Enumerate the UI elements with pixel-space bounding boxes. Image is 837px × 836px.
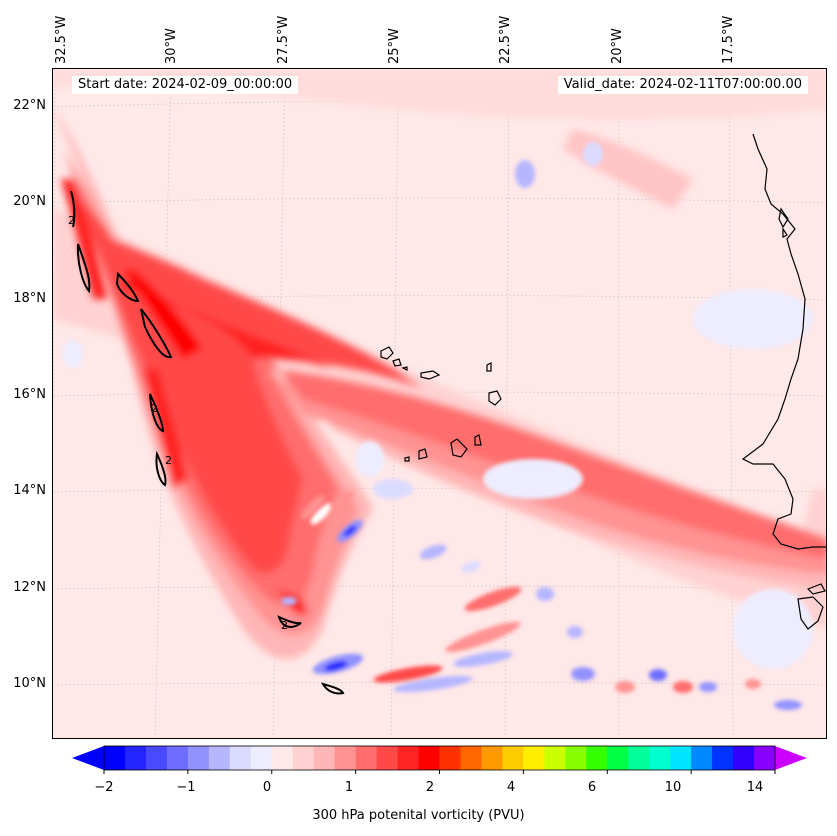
colorbar-segment — [250, 746, 273, 770]
colorbar-segment — [649, 746, 671, 770]
colorbar-segment — [355, 746, 378, 770]
lat-label-16n: 16°N — [13, 387, 46, 402]
colorbar-segment — [586, 746, 608, 770]
colorbar-tick-label: 0 — [262, 780, 272, 795]
lat-label-18n: 18°N — [13, 291, 46, 306]
colorbar-segment — [733, 746, 755, 770]
colorbar-tick-label: 2 — [425, 780, 435, 795]
colorbar-segment — [208, 746, 231, 770]
colorbar-segment — [607, 746, 629, 770]
contour-label: 2 — [165, 454, 172, 467]
contour-label: 2 — [151, 402, 158, 415]
colorbar-tick-label: 6 — [587, 780, 597, 795]
colorbar-segment — [187, 746, 210, 770]
colorbar-title: 300 hPa potenital vorticity (PVU) — [312, 808, 525, 823]
colorbar-outline — [103, 745, 776, 771]
colorbar-tick-label: 14 — [746, 780, 764, 795]
african-coastline — [741, 133, 826, 630]
colorbar-tick-label: 10 — [664, 780, 682, 795]
colorbar-segment — [376, 746, 399, 770]
cape-verde-islands — [380, 346, 502, 462]
colorbar-segment — [712, 746, 734, 770]
colorbar-segment — [166, 746, 189, 770]
contour-label: 2 — [68, 214, 75, 227]
lon-label-30w: 30°W — [164, 28, 179, 64]
pv-field: 2 2 2 2 — [53, 69, 826, 738]
lon-label-22-5w: 22.5°W — [498, 15, 513, 64]
colorbar-tick-label: 1 — [344, 780, 354, 795]
colorbar-segment — [334, 746, 357, 770]
colorbar-segment — [104, 746, 126, 770]
pv-southern-streaks — [301, 491, 761, 693]
lat-label-12n: 12°N — [13, 580, 46, 595]
colorbar-segment — [544, 746, 566, 770]
colorbar-segment — [397, 746, 420, 770]
pv-2-contours — [70, 190, 345, 695]
colorbar-segment — [418, 746, 440, 770]
colorbar-segment — [565, 746, 587, 770]
colorbar-segments — [104, 746, 776, 770]
colorbar-segment — [313, 746, 336, 770]
contour-label: 2 — [281, 619, 288, 632]
lon-label-32-5w: 32.5°W — [54, 15, 69, 64]
colorbar-segment — [229, 746, 252, 770]
colorbar-extend-high — [775, 746, 807, 770]
colorbar-ticks — [103, 770, 776, 774]
colorbar-segment — [628, 746, 650, 770]
lat-label-22n: 22°N — [13, 98, 46, 113]
lat-label-14n: 14°N — [13, 483, 46, 498]
colorbar-segment — [523, 746, 545, 770]
colorbar-extend-low — [72, 746, 104, 770]
colorbar-tick-label: 4 — [506, 780, 516, 795]
lon-label-27-5w: 27.5°W — [276, 15, 291, 64]
colorbar-segment — [754, 746, 776, 770]
colorbar-segment — [439, 746, 461, 770]
colorbar-segment — [670, 746, 692, 770]
lon-label-17-5w: 17.5°W — [721, 15, 736, 64]
pv-map: 2 2 2 2 — [52, 68, 827, 739]
colorbar-segment — [124, 746, 147, 770]
pv-negative-patches — [63, 142, 813, 710]
pv-streamer — [53, 109, 826, 659]
colorbar-segment — [292, 746, 315, 770]
colorbar-segment — [271, 746, 294, 770]
lon-label-25w: 25°W — [387, 28, 402, 64]
lat-label-10n: 10°N — [13, 676, 46, 691]
start-date-label: Start date: 2024-02-09_00:00:00 — [72, 76, 299, 94]
colorbar-segment — [691, 746, 713, 770]
colorbar-segment — [481, 746, 503, 770]
valid-date-label: Valid_date: 2024-02-11T07:00:00.00 — [557, 76, 808, 94]
colorbar-segment — [502, 746, 524, 770]
colorbar-tick-label: −1 — [176, 780, 196, 795]
colorbar-segment — [145, 746, 168, 770]
lat-label-20n: 20°N — [13, 194, 46, 209]
colorbar-segment — [460, 746, 482, 770]
lon-label-20w: 20°W — [610, 28, 625, 64]
pv-contour-labels: 2 2 2 2 — [68, 214, 288, 632]
colorbar-tick-label: −2 — [94, 780, 114, 795]
